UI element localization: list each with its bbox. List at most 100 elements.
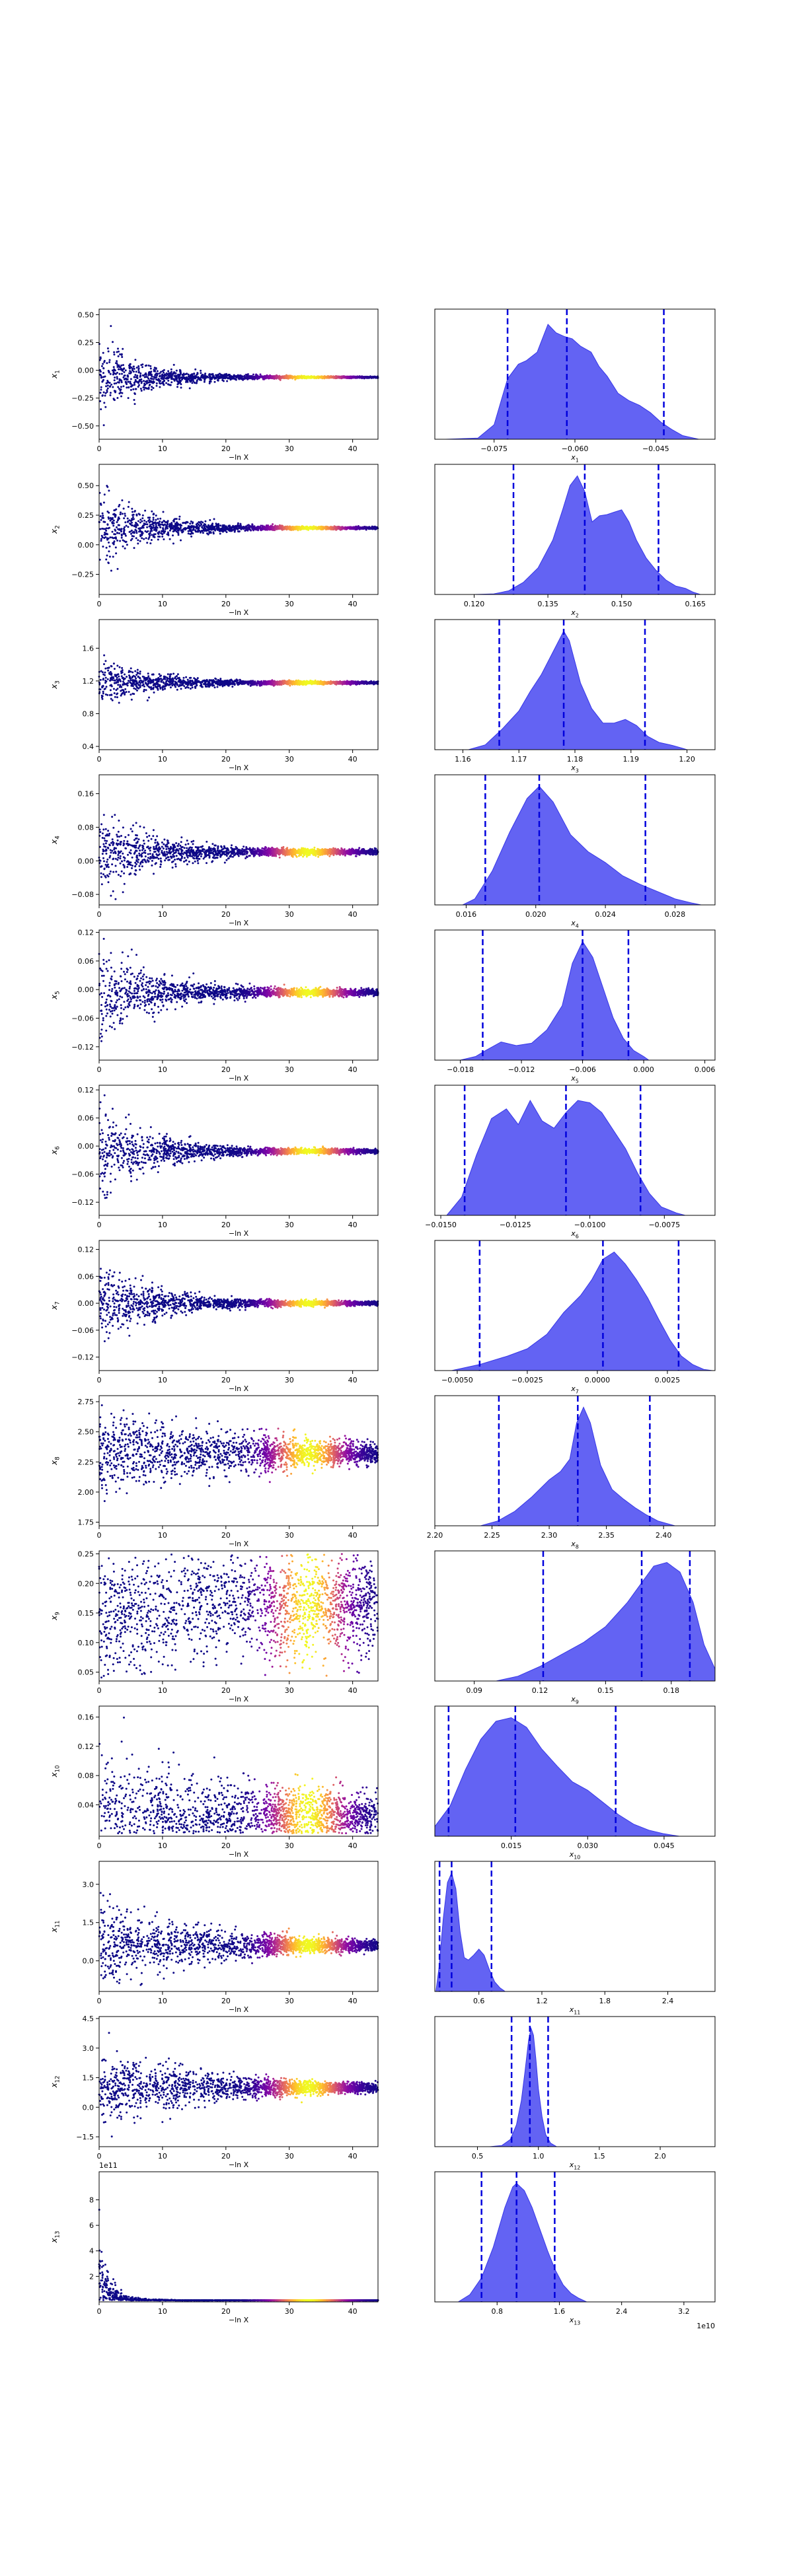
scatter-point xyxy=(190,530,192,532)
scatter-point xyxy=(103,493,106,496)
y-tick-label: 0.50 xyxy=(78,310,94,319)
scatter-point xyxy=(264,375,266,378)
scatter-point xyxy=(164,685,167,688)
scatter-point xyxy=(122,539,124,542)
scatter-point xyxy=(322,526,325,529)
scatter-point xyxy=(116,362,118,365)
scatter-point xyxy=(140,390,143,392)
scatter-point xyxy=(119,353,122,355)
scatter-point xyxy=(100,534,103,537)
scatter-point xyxy=(106,347,109,349)
scatter-point xyxy=(219,532,221,535)
scatter-point xyxy=(150,679,153,682)
scatter-point xyxy=(133,376,135,378)
scatter-point xyxy=(144,509,147,512)
scatter-point xyxy=(118,381,120,384)
scatter-point xyxy=(246,378,249,380)
scatter-point xyxy=(104,520,106,523)
scatter-point xyxy=(135,380,138,383)
scatter-point xyxy=(141,366,143,369)
scatter-point xyxy=(149,527,152,530)
scatter-point xyxy=(127,526,130,528)
scatter-point xyxy=(135,521,137,524)
scatter-point xyxy=(116,664,119,667)
scatter-point xyxy=(133,510,136,512)
scatter-point xyxy=(116,567,119,570)
scatter-point xyxy=(120,386,122,388)
scatter-point xyxy=(143,384,145,387)
scatter-point xyxy=(252,373,254,376)
scatter-point xyxy=(99,357,102,360)
scatter-point xyxy=(146,699,149,701)
scatter-point xyxy=(117,524,120,526)
scatter-point xyxy=(156,374,159,376)
scatter-point xyxy=(129,382,132,384)
scatter-point xyxy=(160,371,163,373)
scatter-point xyxy=(269,526,272,529)
scatter-point xyxy=(130,378,132,380)
scatter-point xyxy=(250,525,252,528)
scatter-point xyxy=(166,526,169,528)
scatter-point xyxy=(220,527,222,530)
scatter-point xyxy=(102,363,104,365)
scatter-point xyxy=(118,388,120,390)
scatter-point xyxy=(104,528,106,530)
scatter-point xyxy=(107,669,110,672)
scatter-point xyxy=(116,692,119,695)
scatter-point xyxy=(186,678,189,681)
scatter-point xyxy=(108,386,111,388)
scatter-point xyxy=(114,530,117,532)
scatter-point xyxy=(149,532,151,534)
scatter-point xyxy=(106,537,108,540)
scatter-point xyxy=(149,534,151,537)
scatter-point xyxy=(208,382,211,384)
scatter-point xyxy=(196,526,198,529)
scatter-point xyxy=(112,366,115,369)
scatter-point xyxy=(176,673,179,676)
scatter-point xyxy=(128,367,131,370)
scatter-point xyxy=(331,376,334,378)
scatter-point xyxy=(144,523,147,526)
scatter-point xyxy=(272,526,274,529)
scatter-point xyxy=(169,384,172,386)
scatter-point xyxy=(197,376,200,379)
scatter-point xyxy=(190,535,193,538)
scatter-point xyxy=(137,369,140,371)
scatter-point xyxy=(204,373,207,375)
scatter-point xyxy=(157,522,160,524)
scatter-point xyxy=(247,683,250,686)
scatter-point xyxy=(116,364,119,366)
scatter-point xyxy=(293,527,296,530)
scatter-point xyxy=(285,377,288,380)
scatter-point xyxy=(155,372,158,375)
scatter-point xyxy=(139,540,141,542)
scatter-point xyxy=(192,525,195,528)
scatter-point xyxy=(233,526,235,528)
scatter-point xyxy=(180,386,182,389)
scatter-point xyxy=(224,528,227,530)
scatter-point xyxy=(170,371,172,373)
scatter-point xyxy=(227,377,229,379)
scatter-point xyxy=(169,523,172,526)
x-tick-label: 40 xyxy=(348,600,358,608)
scatter-point xyxy=(102,692,104,695)
scatter-point xyxy=(169,538,171,540)
scatter-point xyxy=(101,517,104,519)
scatter-point xyxy=(116,377,118,380)
scatter-point xyxy=(149,383,151,386)
scatter-point xyxy=(145,537,147,540)
scatter-point xyxy=(172,520,175,523)
scatter-point xyxy=(102,351,104,354)
scatter-point xyxy=(207,529,209,532)
scatter-point xyxy=(108,526,110,529)
scatter-point xyxy=(141,520,143,522)
scatter-point xyxy=(272,529,274,531)
scatter-point xyxy=(165,382,168,384)
scatter-point xyxy=(108,361,111,363)
scatter-point xyxy=(130,698,133,701)
scatter-point xyxy=(156,526,159,529)
scatter-point xyxy=(178,376,180,378)
scatter-point xyxy=(196,380,198,382)
scatter-point xyxy=(152,524,155,527)
scatter-point xyxy=(120,353,123,356)
